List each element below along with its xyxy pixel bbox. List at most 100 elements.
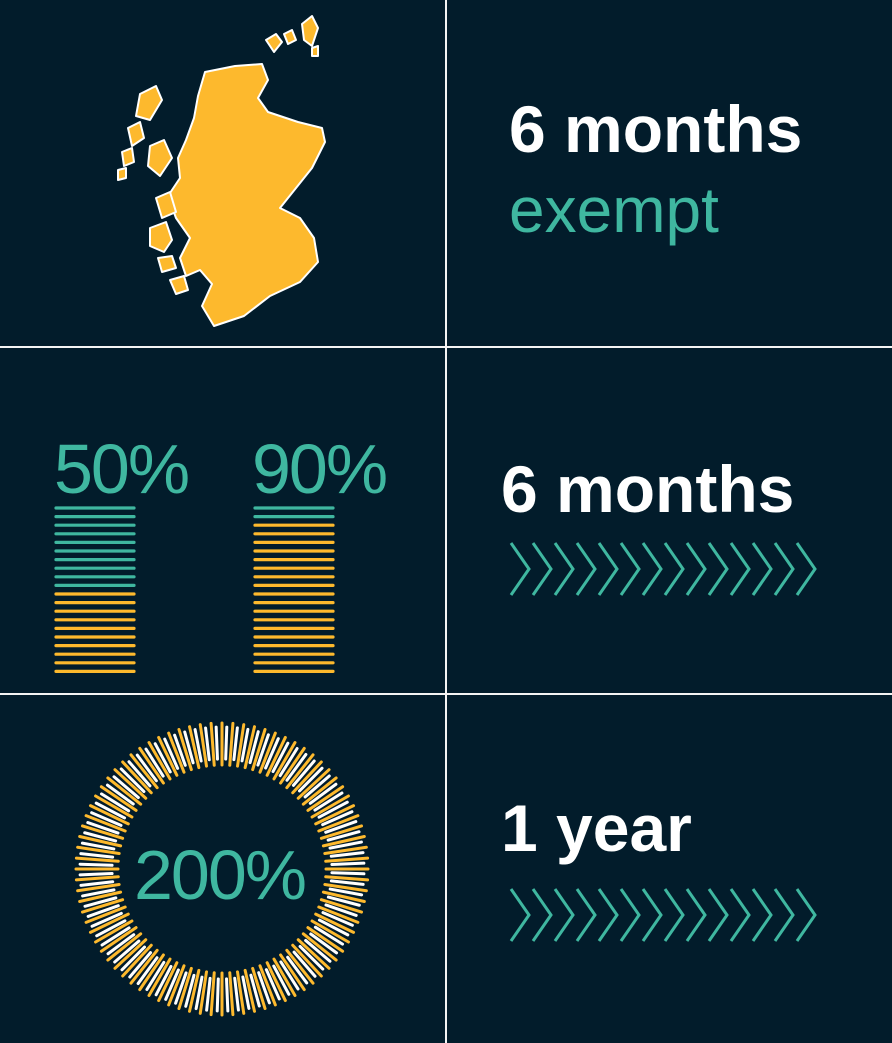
burst-ray-white xyxy=(328,840,363,850)
chevron xyxy=(575,542,597,596)
burst-ray-white xyxy=(90,811,123,827)
burst-ray-white xyxy=(113,939,141,964)
burst-ray-white xyxy=(184,973,196,1008)
burst-ray-white xyxy=(313,925,345,946)
burst-ray-white xyxy=(328,887,364,897)
burst-ray-white xyxy=(214,725,219,761)
burst-ray-yellow xyxy=(258,731,277,774)
chevron xyxy=(751,888,773,942)
burst-ray-white xyxy=(257,971,271,1005)
burst-ray-white xyxy=(313,791,344,812)
circle-percent-label: 200% xyxy=(134,836,307,914)
burst-ray-white xyxy=(136,956,159,986)
burst-ray-yellow xyxy=(76,845,121,855)
burst-ray-yellow xyxy=(106,776,143,806)
percent-bars-panel: 50% 90% xyxy=(0,348,445,693)
burst-ray-yellow xyxy=(177,727,193,772)
burst-ray-white xyxy=(256,733,270,767)
burst-ray-yellow xyxy=(177,966,193,1011)
burst-ray-white xyxy=(145,960,166,992)
burst-ray-white xyxy=(321,810,354,827)
chevron xyxy=(531,888,553,942)
burst-ray-yellow xyxy=(188,725,201,770)
chevron xyxy=(707,542,729,596)
burst-ray-yellow xyxy=(310,919,350,944)
burst-ray-white xyxy=(285,752,308,782)
burst-ray-yellow xyxy=(236,970,246,1015)
burst-ray-yellow xyxy=(113,938,148,970)
chevrons-right-icon xyxy=(509,542,817,596)
chevron xyxy=(597,888,619,942)
burst-ray-white xyxy=(317,800,349,819)
burst-ray-white xyxy=(128,951,153,979)
burst-ray-white xyxy=(100,926,131,947)
chevron xyxy=(553,542,575,596)
chevron xyxy=(597,542,619,596)
burst-ray-white xyxy=(90,911,123,928)
exempt-panel: 6 months exempt xyxy=(447,0,892,346)
burst-ray-white xyxy=(78,862,114,867)
burst-ray-yellow xyxy=(317,814,360,833)
chevron xyxy=(509,888,531,942)
burst-ray-white xyxy=(326,895,361,907)
chevron xyxy=(773,542,795,596)
burst-ray-yellow xyxy=(94,919,134,944)
burst-ray-yellow xyxy=(324,856,370,863)
chevron xyxy=(685,888,707,942)
burst-ray-white xyxy=(272,964,291,996)
burst-ray-yellow xyxy=(301,776,338,806)
scotland-map-panel xyxy=(0,0,445,346)
burst-ray-white xyxy=(164,968,180,1001)
burst-ray-yellow xyxy=(251,727,267,772)
burst-ray-yellow xyxy=(138,953,165,992)
burst-ray-yellow xyxy=(74,856,120,863)
chevron xyxy=(685,542,707,596)
percent-bars-graphic xyxy=(54,506,335,673)
burst-ray-yellow xyxy=(317,905,360,924)
burst-ray-white xyxy=(95,919,127,938)
burst-ray-yellow xyxy=(188,968,201,1013)
burst-ray-yellow xyxy=(198,970,208,1015)
circle-duration: 1 year xyxy=(501,791,692,865)
burst-ray-yellow xyxy=(88,912,130,934)
burst-ray-white xyxy=(225,977,230,1013)
burst-ray-white xyxy=(330,861,366,866)
six-month-panel: 6 months xyxy=(447,348,892,693)
burst-ray-white xyxy=(204,726,211,762)
burst-ray-white xyxy=(83,831,118,843)
burst-ray-white xyxy=(86,904,120,918)
burst-ray-white xyxy=(324,903,358,917)
burst-ray-white xyxy=(271,741,290,774)
burst-ray-yellow xyxy=(167,731,186,774)
burst-ray-white xyxy=(264,737,280,770)
burst-ray-yellow xyxy=(291,760,323,795)
burst-ray-yellow xyxy=(324,875,370,882)
burst-ray-yellow xyxy=(129,948,159,985)
burst-ray-white xyxy=(78,872,114,877)
burst-ray-yellow xyxy=(279,746,306,785)
burst-ray-yellow xyxy=(306,785,345,812)
chevron xyxy=(707,888,729,942)
burst-ray-yellow xyxy=(84,905,127,924)
burst-ray-white xyxy=(330,871,366,876)
chevron xyxy=(773,888,795,942)
chevron xyxy=(553,888,575,942)
burst-ray-yellow xyxy=(76,883,121,893)
burst-ray-yellow xyxy=(209,721,216,767)
burst-ray-yellow xyxy=(310,794,350,819)
burst-ray-white xyxy=(292,950,317,978)
burst-ray-white xyxy=(135,753,158,783)
burst-ray-yellow xyxy=(80,898,125,914)
burst-ray-white xyxy=(241,975,251,1010)
burst-ray-white xyxy=(154,964,173,997)
burst-ray-white xyxy=(81,888,116,898)
burst-ray-white xyxy=(106,933,136,956)
burst-ray-white xyxy=(240,727,250,763)
burst-ray-white xyxy=(99,792,131,813)
burst-ray-white xyxy=(83,896,118,908)
burst-ray-yellow xyxy=(236,723,246,768)
chevron xyxy=(641,542,663,596)
burst-ray-yellow xyxy=(291,943,323,978)
chevron xyxy=(531,542,553,596)
